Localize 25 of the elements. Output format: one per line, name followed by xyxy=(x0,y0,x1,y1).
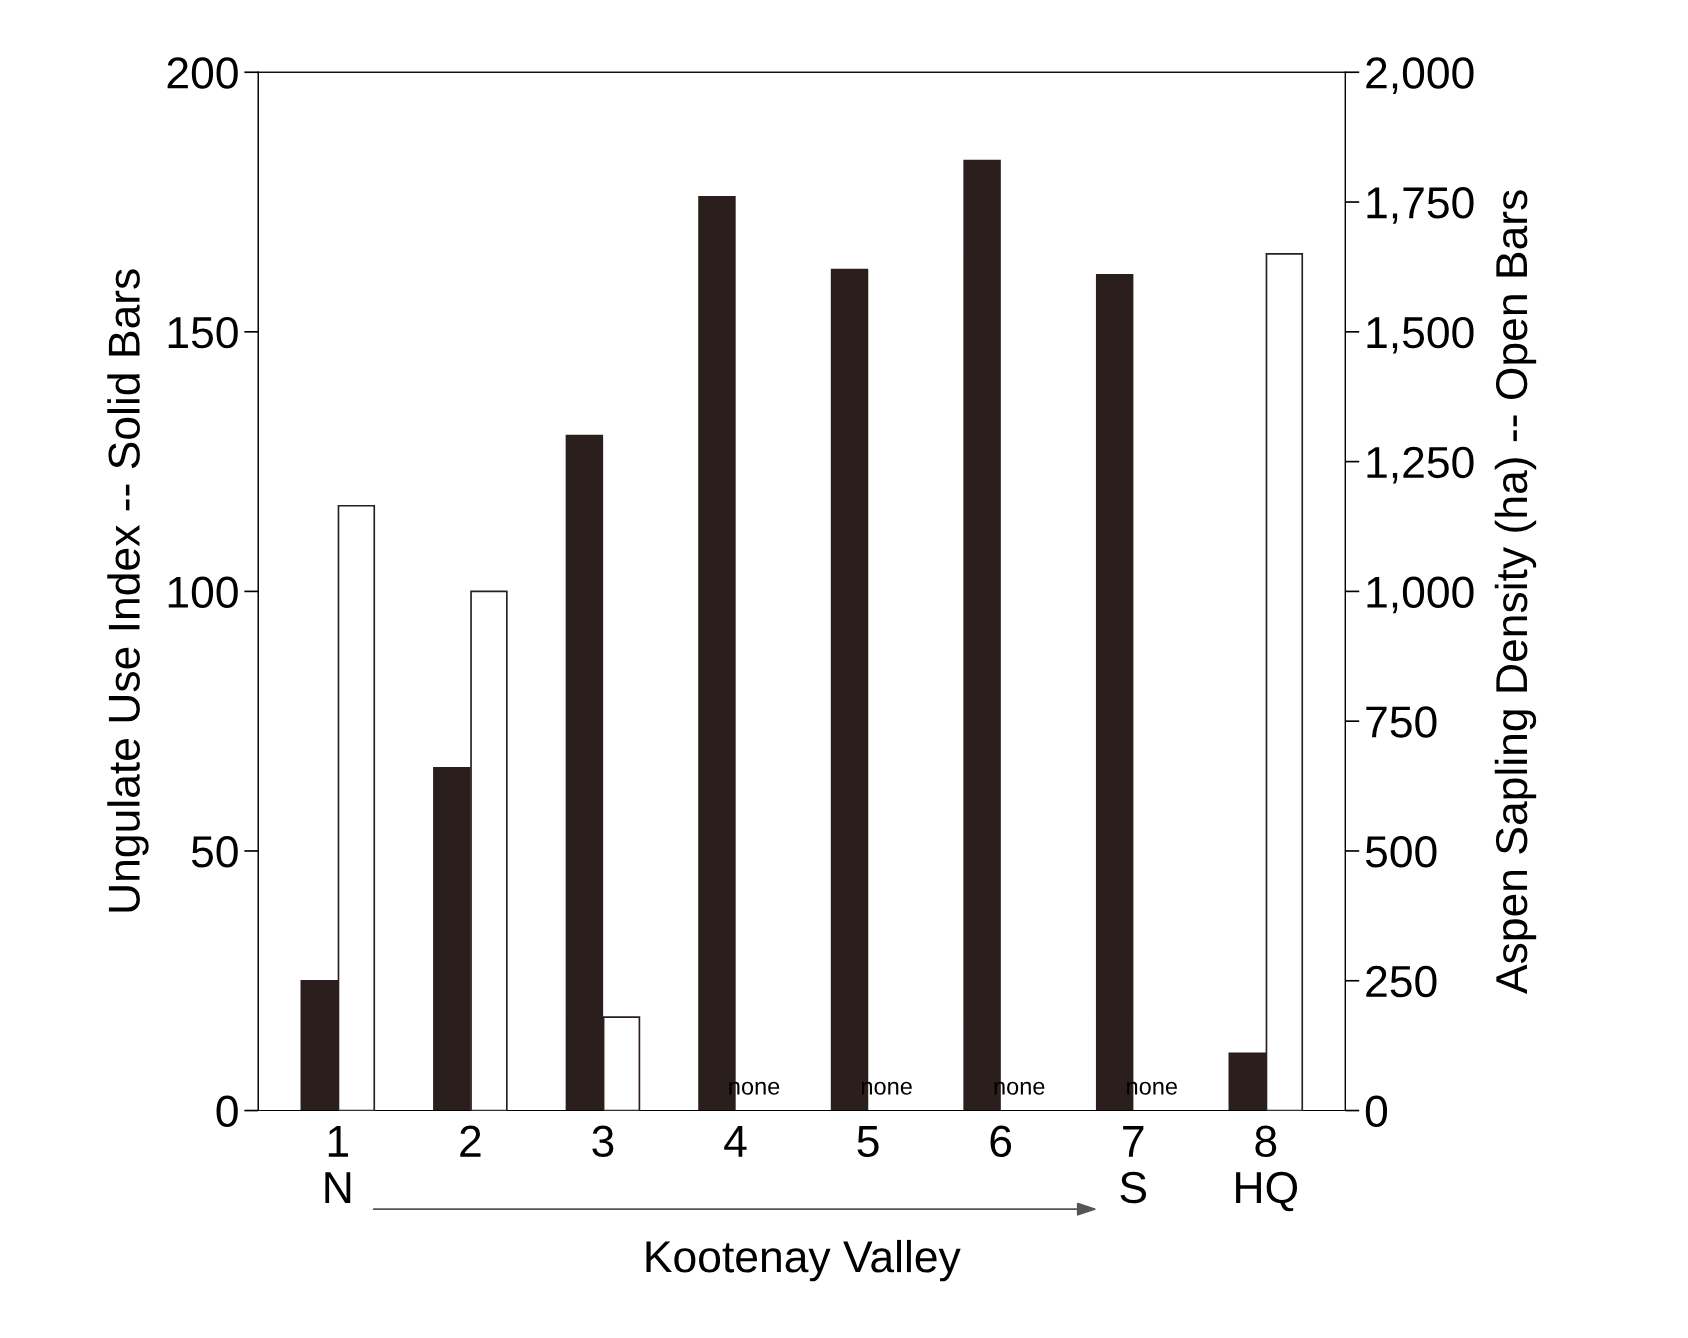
y-tick-label: 200 xyxy=(167,57,238,89)
y2-tick-label: 0 xyxy=(1365,1095,1388,1128)
x-tick-label: 2 xyxy=(460,1125,481,1157)
x-tick-label: 1 N xyxy=(325,1126,351,1203)
x-tick-label: 5 xyxy=(857,1126,879,1158)
x-tick-label: 3 xyxy=(592,1125,614,1158)
y-tick-label: 150 xyxy=(168,316,238,349)
y2-tick-label: 2,000 xyxy=(1366,57,1474,95)
y2-tick-label: 1,750 xyxy=(1367,187,1474,224)
x-tick-label: 7 S xyxy=(1120,1126,1147,1204)
y2-tick-label: 1,500 xyxy=(1367,316,1474,354)
y2-axis-title: Aspen Sapling Density (ha) -- Open Bars xyxy=(1494,190,1537,994)
y-axis-title: Ungulate Use Index -- Solid Bars xyxy=(107,269,149,912)
y2-tick-label: 750 xyxy=(1366,706,1437,738)
x-tick-label: 6 xyxy=(990,1125,1012,1158)
y2-tick-label: 1,000 xyxy=(1367,576,1474,614)
y2-tick-label: 250 xyxy=(1366,965,1437,998)
x-axis-title: Kootenay Valley xyxy=(646,1239,961,1282)
x-tick-label: 8 HQ xyxy=(1236,1125,1297,1212)
y-tick-label: 0 xyxy=(216,1095,238,1128)
y-tick-label: 100 xyxy=(168,576,238,608)
y2-tick-label: 1,250 xyxy=(1367,446,1474,484)
x-tick-label: 4 xyxy=(724,1126,747,1157)
y2-tick-label: 500 xyxy=(1365,836,1437,868)
y-tick-label: 50 xyxy=(191,836,238,868)
